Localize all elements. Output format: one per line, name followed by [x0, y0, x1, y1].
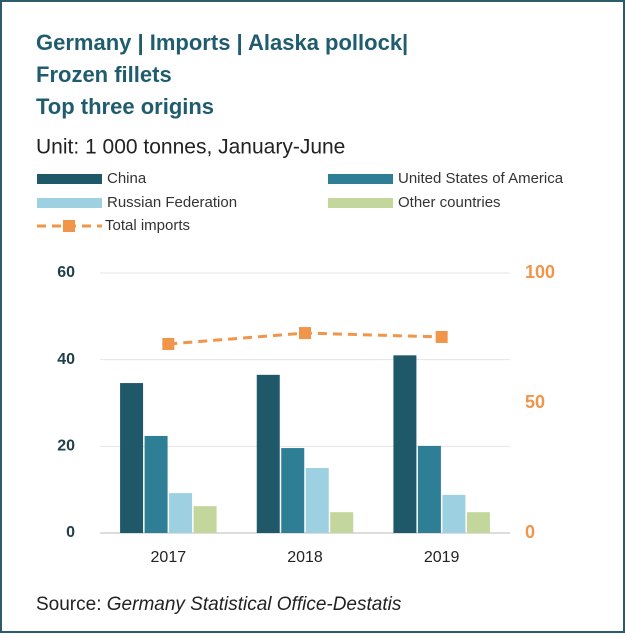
chart-title: Top three origins [36, 94, 214, 119]
legend-label: China [107, 170, 147, 187]
legend-swatch [328, 174, 393, 184]
bar [169, 493, 193, 533]
x-tick-label: 2018 [287, 549, 323, 566]
bar [120, 383, 144, 533]
bar [305, 468, 329, 533]
bar [193, 506, 217, 533]
legend-swatch [37, 174, 102, 184]
chart-title: Germany | Imports | Alaska pollock| [36, 30, 408, 55]
total-marker [162, 337, 175, 350]
source: Source: Germany Statistical Office-Desta… [36, 594, 402, 615]
bar [330, 512, 354, 533]
bar [144, 435, 168, 533]
y2-tick-label: 50 [525, 392, 545, 412]
legend-label: Other countries [398, 194, 501, 211]
source-prefix: Source: [36, 594, 107, 615]
bar [281, 448, 305, 533]
bar [442, 494, 466, 533]
x-tick-label: 2019 [424, 549, 460, 566]
subtitle: Unit: 1 000 tonnes, January-June [36, 136, 345, 159]
legend-label: Russian Federation [107, 194, 237, 211]
y-tick-label: 0 [66, 524, 75, 541]
bar [417, 445, 441, 533]
chart-title: Frozen fillets [36, 62, 172, 87]
legend-marker [63, 220, 75, 232]
bar [256, 374, 280, 533]
y2-tick-label: 100 [525, 262, 555, 282]
source-name: Germany Statistical Office-Destatis [107, 594, 402, 615]
total-marker [435, 330, 448, 343]
legend-label: United States of America [398, 170, 564, 187]
y2-tick-label: 0 [525, 522, 535, 542]
legend-swatch [328, 198, 393, 208]
legend-swatch [37, 198, 102, 208]
bar [393, 355, 417, 533]
y-tick-label: 40 [57, 351, 75, 368]
y-tick-label: 60 [57, 264, 75, 281]
y-tick-label: 20 [57, 438, 75, 455]
bar [466, 512, 490, 533]
legend-label: Total imports [105, 217, 190, 234]
x-tick-label: 2017 [151, 549, 187, 566]
total-marker [299, 327, 311, 340]
